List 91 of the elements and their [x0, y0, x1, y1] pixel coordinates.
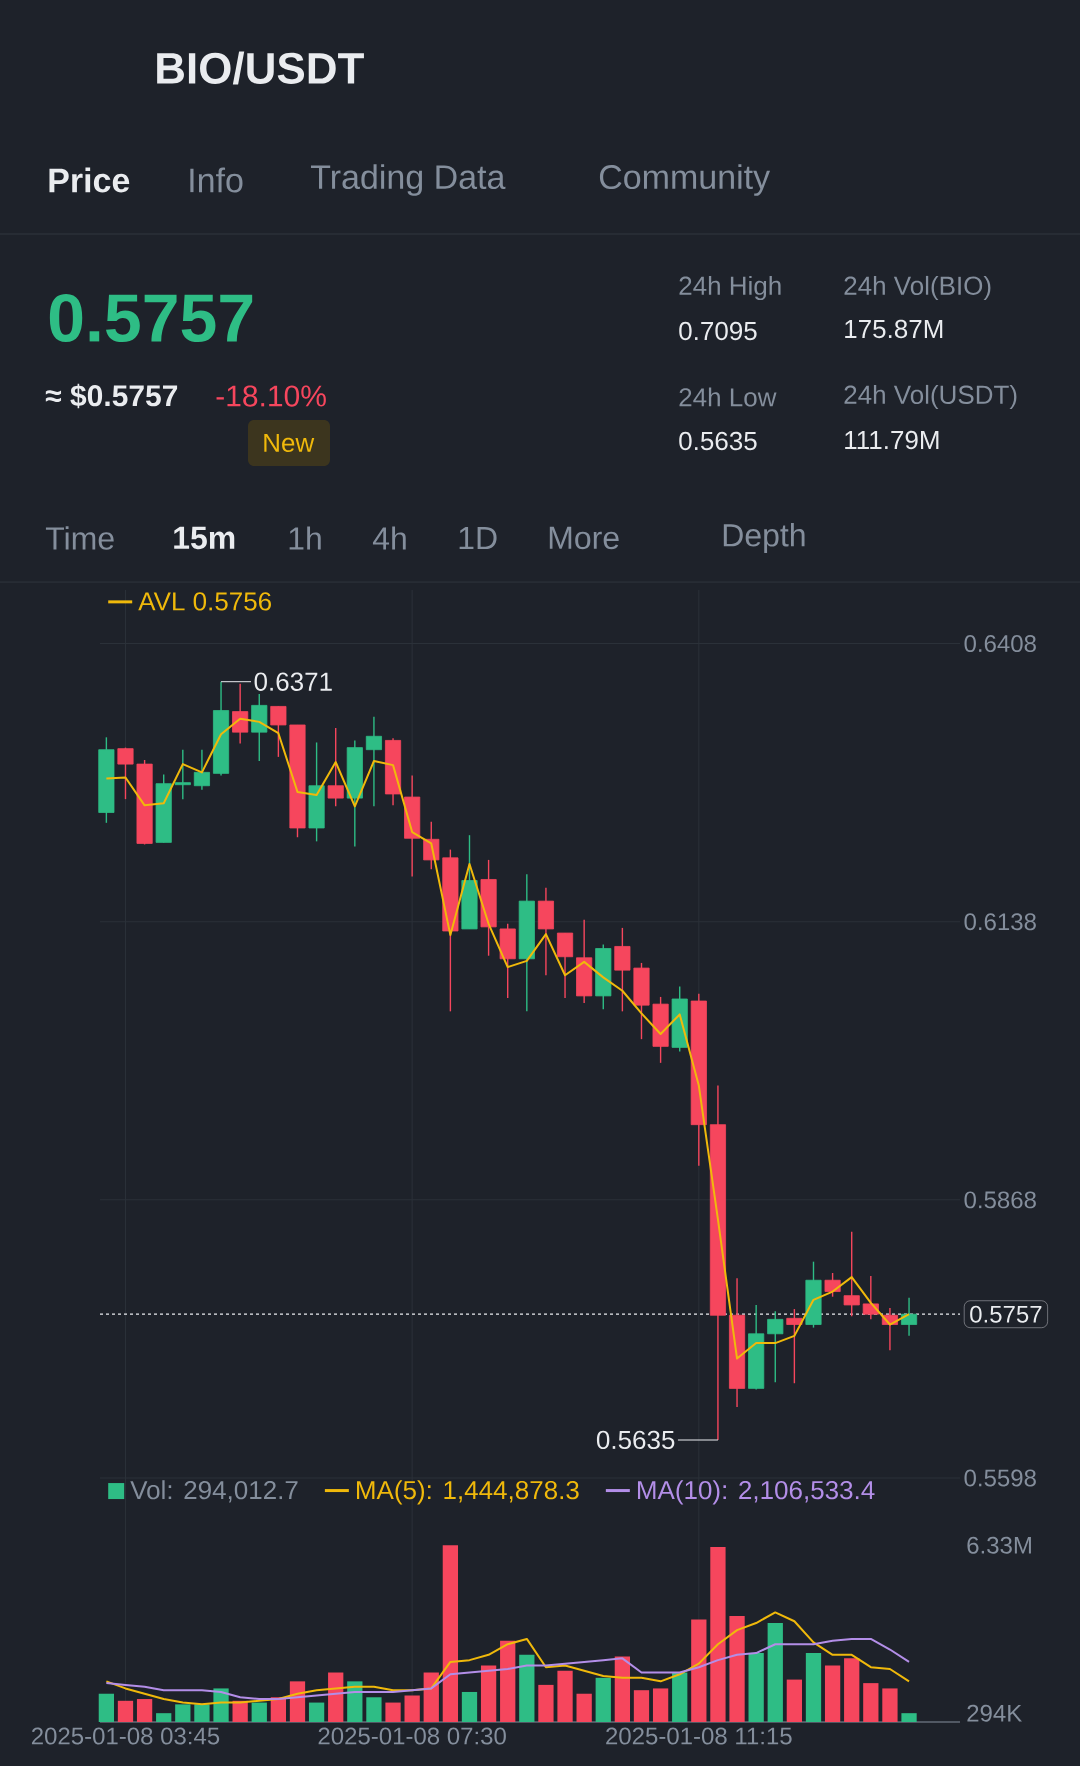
bar	[308, 1702, 325, 1723]
bar	[882, 1688, 898, 1723]
bar	[156, 1713, 172, 1723]
text: Community	[599, 164, 771, 196]
y-tick-label: 0.6138	[964, 913, 1036, 931]
legend-label: MA(10): 2,106,533.4	[637, 1480, 875, 1505]
legend-label: MA(5): 1,444,878.3	[357, 1480, 579, 1505]
bar	[614, 1656, 631, 1723]
annotation: 0.6371	[254, 672, 332, 691]
text: 24h High	[679, 275, 781, 301]
text: BIO/USDT	[157, 51, 364, 85]
bar	[748, 1653, 764, 1723]
text: 0.7095	[679, 321, 757, 341]
bar	[844, 1658, 860, 1723]
text: 24h Low	[679, 387, 777, 407]
text: 24h Vol(USDT)	[844, 384, 1017, 410]
bar	[175, 1704, 191, 1723]
text: 1D	[459, 527, 497, 550]
candlestick	[327, 727, 344, 808]
bar	[194, 1704, 210, 1723]
bar	[136, 1699, 153, 1723]
bar	[710, 1546, 726, 1723]
text: Trading Data	[310, 164, 506, 196]
text: Info	[190, 167, 243, 193]
bar	[729, 1615, 745, 1723]
bar	[500, 1640, 516, 1723]
text: More	[549, 526, 619, 550]
bar	[270, 1697, 287, 1723]
bar	[576, 1693, 592, 1723]
candlestick	[557, 932, 574, 999]
candlestick	[614, 927, 631, 1013]
x-tick-label: 2025-01-08 03:45	[31, 1727, 220, 1745]
bar	[691, 1619, 707, 1723]
candlestick	[174, 748, 191, 800]
candlestick	[365, 716, 382, 808]
bar	[901, 1713, 917, 1723]
text: 175.87M	[845, 319, 943, 339]
bar	[519, 1654, 535, 1723]
text: Price	[49, 167, 130, 193]
bar	[366, 1697, 382, 1723]
bar	[442, 1545, 459, 1723]
candlestick	[767, 1310, 784, 1383]
candlestick	[786, 1308, 803, 1384]
bar	[461, 1691, 478, 1723]
candlestick	[270, 705, 287, 758]
text: 4h	[372, 526, 406, 550]
bar	[98, 1693, 115, 1723]
bar	[633, 1690, 650, 1723]
candlestick	[843, 1231, 860, 1317]
candlestick	[232, 683, 249, 745]
candlestick	[117, 746, 134, 800]
text: 111.79M	[845, 430, 939, 450]
text: Time	[45, 526, 114, 550]
bar	[863, 1683, 879, 1723]
bar	[557, 1670, 573, 1723]
y-tick-label: 0.5868	[964, 1191, 1036, 1209]
bar	[652, 1688, 669, 1723]
x-tick-label: 2025-01-08 07:30	[318, 1727, 506, 1745]
text: 15m	[174, 526, 235, 550]
bar	[480, 1665, 497, 1723]
bar	[251, 1702, 267, 1723]
bar	[824, 1665, 841, 1723]
bar	[805, 1653, 822, 1723]
bar	[767, 1623, 783, 1723]
bar	[385, 1702, 401, 1723]
ref-line-label: 0.5757	[970, 1305, 1042, 1323]
legend-label: AVL 0.5756	[138, 592, 271, 611]
bar	[672, 1672, 688, 1723]
text: New	[264, 433, 315, 453]
bar	[595, 1677, 611, 1723]
annotation: 0.5635	[596, 1430, 675, 1450]
bar	[404, 1695, 420, 1723]
candlestick	[862, 1275, 879, 1321]
text: Depth	[723, 523, 805, 553]
text: 0.5635	[679, 431, 757, 451]
y-tick-label: 0.5598	[964, 1469, 1036, 1487]
text: 24h Vol(BIO)	[844, 275, 991, 301]
y-tick-label: 0.6408	[964, 635, 1036, 653]
text: 6.33M	[967, 1536, 1031, 1554]
candlestick	[193, 748, 210, 791]
text: ≈ $0.5757	[45, 383, 178, 409]
bar	[538, 1684, 554, 1723]
bar	[423, 1672, 439, 1723]
bar	[786, 1679, 803, 1723]
text: 294K	[967, 1704, 1022, 1722]
text: 0.5757	[49, 293, 253, 343]
x-tick-label: 2025-01-08 11:15	[606, 1727, 792, 1745]
legend-label: Vol: 294,012.7	[130, 1480, 298, 1503]
text: -18.10%	[216, 385, 326, 407]
text: 1h	[289, 526, 321, 550]
bar	[117, 1700, 134, 1723]
